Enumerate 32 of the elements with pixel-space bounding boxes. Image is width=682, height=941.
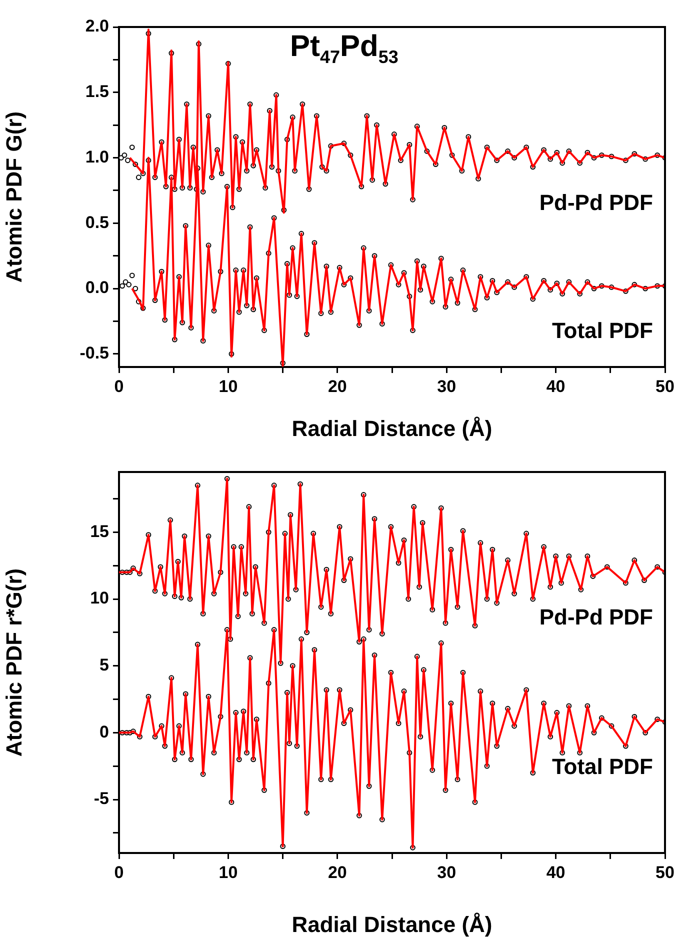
x-tick-label: 50 xyxy=(656,862,674,882)
y-tick-label: 1.5 xyxy=(85,82,109,102)
y-axis-title: Atomic PDF r*G(r) xyxy=(1,568,26,757)
y-tick-label: 1.0 xyxy=(85,147,109,166)
y-tick-label: 0.5 xyxy=(85,212,109,232)
x-tick-label: 20 xyxy=(328,376,347,396)
x-tick-label: 50 xyxy=(656,376,674,396)
y-tick-label: 10 xyxy=(90,588,109,608)
x-axis-title: Radial Distance (Å) xyxy=(292,912,492,937)
x-tick-label: 0 xyxy=(114,376,124,396)
y-tick-label: 15 xyxy=(90,522,109,541)
y-tick-label: -5 xyxy=(94,789,109,808)
x-tick-label: 30 xyxy=(437,376,456,396)
y-tick-label: 5 xyxy=(100,656,109,675)
x-tick-label: 30 xyxy=(437,862,456,882)
x-tick-label: 40 xyxy=(546,376,566,396)
y-tick-label: 0.0 xyxy=(85,278,109,298)
y-tick-label: 2.0 xyxy=(85,16,109,36)
series-label: Total PDF xyxy=(552,754,653,780)
y-tick-label: 0 xyxy=(100,722,109,742)
y-tick-label: -0.5 xyxy=(80,344,109,363)
y-axis-title: Atomic PDF G(r) xyxy=(1,111,26,283)
series-label: Pd-Pd PDF xyxy=(539,190,653,215)
series-label: Total PDF xyxy=(552,318,653,343)
chart-title: Pt$_{47}$Pd$_{53}$ xyxy=(290,30,398,68)
x-tick-label: 20 xyxy=(328,862,347,882)
x-tick-label: 40 xyxy=(546,862,566,882)
x-tick-label: 10 xyxy=(218,376,238,396)
series-label: Pd-Pd PDF xyxy=(539,604,653,630)
x-tick-label: 0 xyxy=(114,862,124,882)
x-axis-title: Radial Distance (Å) xyxy=(292,416,492,441)
x-tick-label: 10 xyxy=(218,862,238,882)
